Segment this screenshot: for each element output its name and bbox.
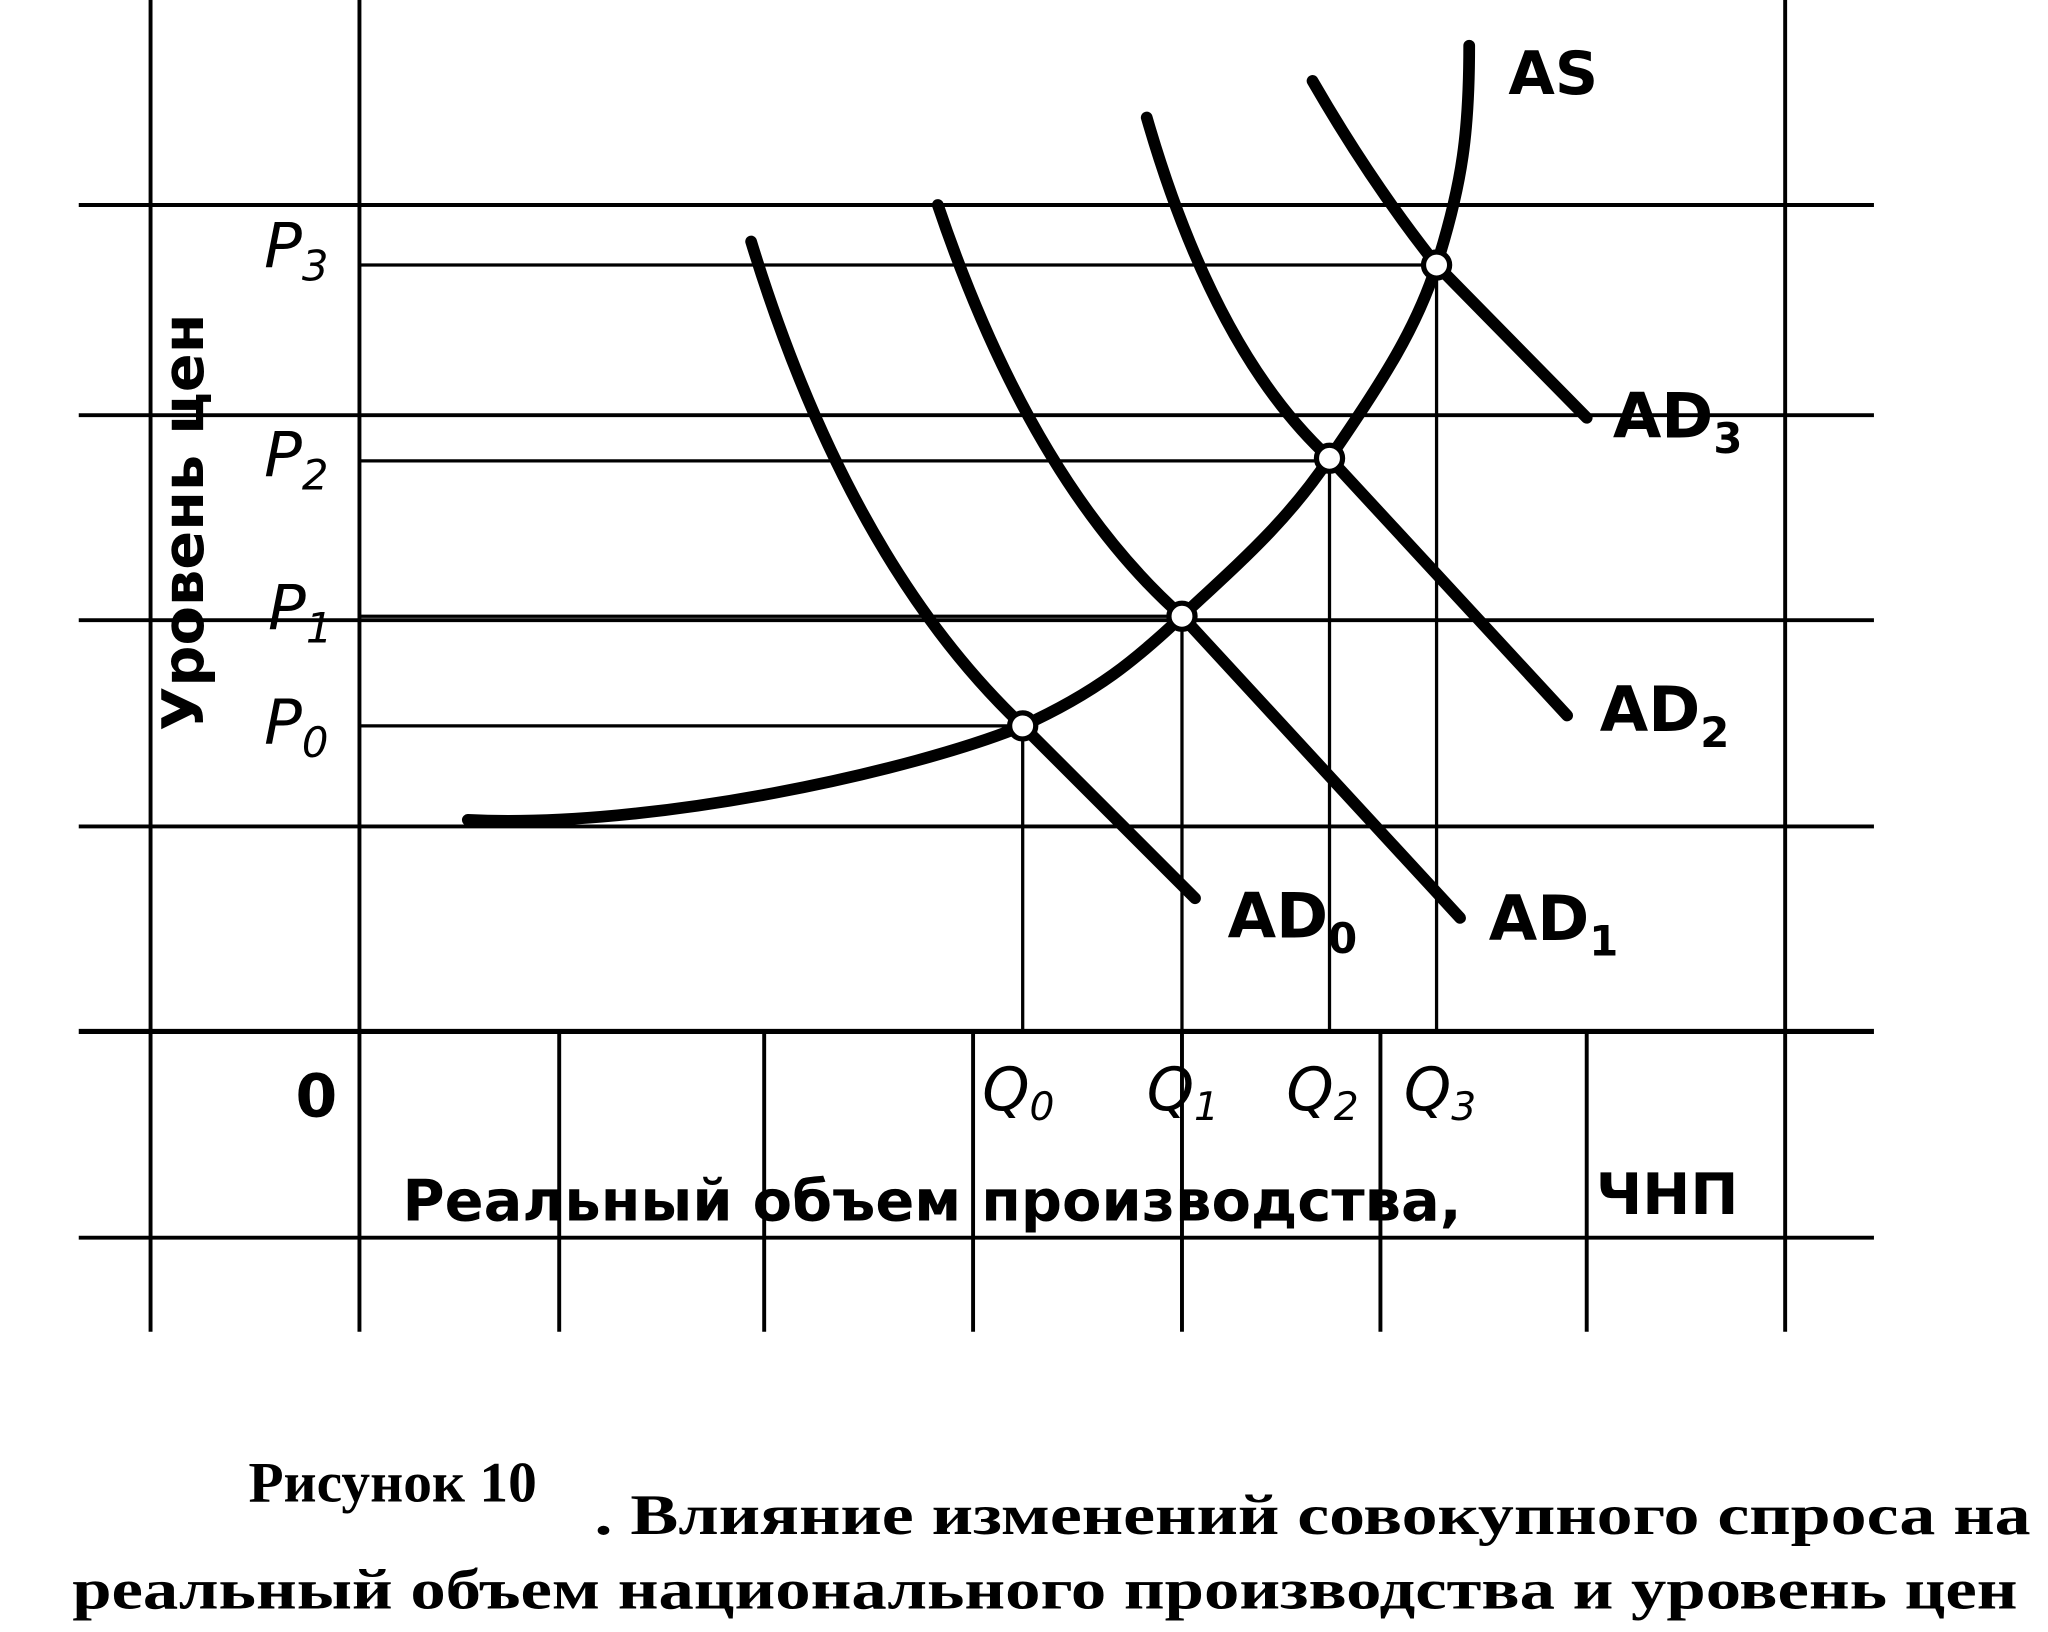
as-curve <box>461 39 1476 827</box>
as-label: AS <box>1508 39 1598 109</box>
price-label: P1 <box>268 571 332 652</box>
labels: AS AD0 AD1 AD2 AD3 P0 P1 P2 P3 Q0 Q1 Q2 … <box>72 39 2030 1621</box>
quantity-label: Q1 <box>1147 1055 1219 1130</box>
ad-label: AD3 <box>1613 379 1743 463</box>
quantity-label: Q0 <box>982 1055 1054 1130</box>
x-axis-label: Реальный объем производства, <box>403 1168 1462 1235</box>
ad1-curve <box>931 199 1466 924</box>
x-axis-unit: ЧНП <box>1596 1161 1739 1228</box>
curves <box>461 39 1593 924</box>
quantity-label: Q2 <box>1286 1055 1358 1130</box>
ad0-curve <box>745 235 1201 905</box>
equilibrium-point <box>1420 249 1453 281</box>
grid <box>78 0 1874 1332</box>
price-label: P0 <box>264 686 328 767</box>
ad-label: AD2 <box>1600 673 1730 757</box>
ad3-curve <box>1306 75 1593 424</box>
origin-label: 0 <box>295 1061 337 1131</box>
ad2-curve <box>1140 111 1574 722</box>
ad-label: AD0 <box>1228 879 1358 963</box>
y-axis-label: Уровень цен <box>150 314 217 731</box>
caption-line: реальный объем национального производств… <box>72 1558 2017 1621</box>
equilibrium-point <box>1166 600 1198 632</box>
equilibrium-point <box>1007 710 1039 742</box>
price-label: P3 <box>264 210 328 291</box>
caption-number: Рисунок 10 <box>248 1451 536 1514</box>
ad-label: AD1 <box>1489 882 1619 966</box>
equilibrium-point <box>1313 442 1346 474</box>
price-label: P2 <box>264 419 328 500</box>
caption-line: . Влияние изменений совокупного спроса н… <box>594 1484 2030 1547</box>
quantity-label: Q3 <box>1404 1055 1476 1130</box>
